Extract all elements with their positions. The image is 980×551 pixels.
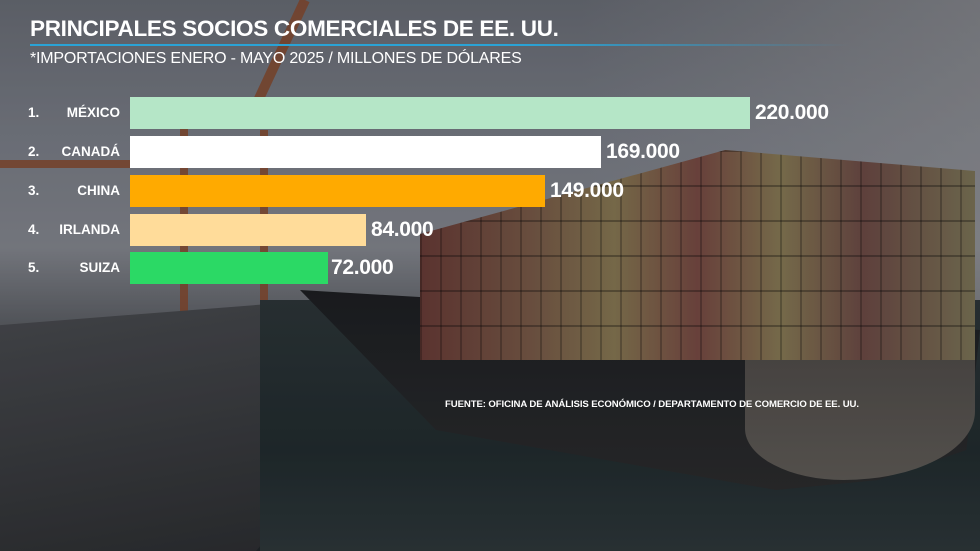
country-label: SUIZA	[79, 260, 121, 275]
value-label: 169.000	[606, 140, 680, 163]
bar-suiza	[130, 252, 328, 284]
country-label: IRLANDA	[59, 222, 120, 237]
country-label: CHINA	[77, 183, 120, 198]
chart-subtitle: *IMPORTACIONES ENERO - MAYO 2025 / MILLO…	[30, 50, 522, 67]
rank-number: 1.	[28, 105, 40, 120]
rank-number: 5.	[28, 260, 40, 275]
value-label: 72.000	[331, 256, 394, 279]
bar-row: 4. IRLANDA 84.000	[0, 214, 980, 246]
bar-row: 1. MÉXICO 220.000	[0, 97, 980, 129]
bar-row: 2. CANADÁ 169.000	[0, 136, 980, 168]
bar-mexico	[130, 97, 750, 129]
value-label: 149.000	[550, 179, 624, 202]
bar-row: 3. CHINA 149.000	[0, 175, 980, 207]
bar-row: 5. SUIZA 72.000	[0, 252, 980, 284]
title-underline	[30, 44, 850, 46]
rank-number: 2.	[28, 144, 40, 159]
rank-number: 4.	[28, 222, 40, 237]
chart-title: PRINCIPALES SOCIOS COMERCIALES DE EE. UU…	[30, 16, 559, 41]
bar-irlanda	[130, 214, 366, 246]
bar-canada	[130, 136, 601, 168]
country-label: CANADÁ	[61, 144, 121, 159]
value-label: 220.000	[755, 101, 829, 124]
bar-china	[130, 175, 545, 207]
country-label: MÉXICO	[66, 105, 120, 120]
value-label: 84.000	[371, 218, 434, 241]
rank-number: 3.	[28, 183, 40, 198]
source-credit: FUENTE: OFICINA DE ANÁLISIS ECONÓMICO / …	[445, 399, 859, 410]
